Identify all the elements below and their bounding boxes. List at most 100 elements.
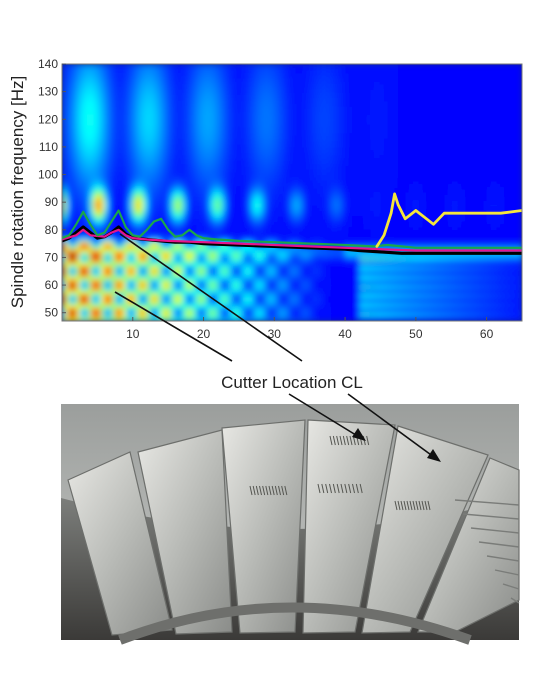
heatmap-cell xyxy=(221,119,226,123)
heatmap-cell xyxy=(129,174,134,178)
heatmap-cell xyxy=(83,130,88,134)
heatmap-cell xyxy=(97,315,102,319)
heatmap-cell xyxy=(210,144,215,148)
heatmap-cell xyxy=(108,182,113,187)
heatmap-cell xyxy=(146,215,152,220)
heatmap-cell xyxy=(154,309,159,314)
heatmap-cell xyxy=(182,171,187,176)
heatmap-cell xyxy=(79,207,84,212)
heatmap-cell xyxy=(161,80,166,84)
heatmap-cell xyxy=(108,285,113,289)
heatmap-cell xyxy=(161,301,166,306)
heatmap-cell xyxy=(224,279,229,283)
heatmap-cell xyxy=(122,207,127,212)
heatmap-cell xyxy=(238,290,244,294)
heatmap-cell xyxy=(125,254,130,259)
heatmap-cell xyxy=(161,124,166,129)
heatmap-cell xyxy=(90,260,95,264)
heatmap-cell xyxy=(65,108,70,112)
heatmap-cell xyxy=(175,246,180,250)
heatmap-cell xyxy=(129,204,134,209)
heatmap-cell xyxy=(178,287,183,292)
heatmap-cell xyxy=(228,213,233,217)
heatmap-cell xyxy=(118,94,123,98)
heatmap-cell xyxy=(196,135,201,140)
heatmap-cell xyxy=(164,274,169,278)
heatmap-cell xyxy=(224,83,229,87)
heatmap-cell xyxy=(182,301,187,306)
heatmap-cell xyxy=(111,296,116,300)
heatmap-cell xyxy=(178,157,183,162)
heatmap-cell xyxy=(217,152,222,156)
heatmap-cell xyxy=(235,224,240,228)
heatmap-cell xyxy=(139,157,144,162)
heatmap-cell xyxy=(97,169,102,173)
heatmap-cell xyxy=(207,199,212,203)
heatmap-cell xyxy=(100,149,106,154)
heatmap-cell xyxy=(76,141,81,145)
heatmap-cell xyxy=(111,160,116,165)
heatmap-cell xyxy=(97,287,102,292)
heatmap-cell xyxy=(238,251,244,256)
heatmap-cell xyxy=(86,127,91,131)
heatmap-cell xyxy=(97,318,102,321)
heatmap-cell xyxy=(182,77,187,82)
heatmap-cell xyxy=(90,307,95,311)
heatmap-cell xyxy=(100,260,106,264)
heatmap-cell xyxy=(150,229,155,234)
heatmap-cell xyxy=(221,191,226,195)
heatmap-cell xyxy=(139,301,144,306)
heatmap-cell xyxy=(168,193,173,198)
heatmap-cell xyxy=(235,171,240,176)
heatmap-cell xyxy=(136,243,141,247)
heatmap-cell xyxy=(65,298,70,303)
heatmap-cell xyxy=(185,127,190,131)
heatmap-cell xyxy=(171,80,176,84)
heatmap-cell xyxy=(150,160,155,165)
heatmap-cell xyxy=(242,193,247,198)
heatmap-cell xyxy=(228,199,233,203)
heatmap-cell xyxy=(125,83,130,87)
heatmap-cell xyxy=(90,238,95,242)
heatmap-cell xyxy=(129,122,134,126)
heatmap-cell xyxy=(90,171,95,176)
heatmap-cell xyxy=(129,149,134,154)
heatmap-cell xyxy=(185,238,190,242)
heatmap-cell xyxy=(210,157,215,162)
heatmap-cell xyxy=(146,260,152,264)
heatmap-cell xyxy=(221,290,226,294)
heatmap-cell xyxy=(79,166,84,170)
heatmap-cell xyxy=(168,307,173,311)
heatmap-cell xyxy=(90,163,95,167)
heatmap-cell xyxy=(231,69,236,73)
heatmap-cell xyxy=(150,105,155,109)
heatmap-cell xyxy=(238,224,244,228)
heatmap-cell xyxy=(242,199,247,203)
heatmap-cell xyxy=(76,282,81,286)
heatmap-cell xyxy=(231,274,236,278)
heatmap-cell xyxy=(129,213,134,217)
heatmap-cell xyxy=(90,72,95,76)
heatmap-cell xyxy=(224,88,229,93)
heatmap-cell xyxy=(242,188,247,192)
heatmap-cell xyxy=(235,88,240,93)
heatmap-cell xyxy=(104,199,109,203)
heatmap-cell xyxy=(171,75,176,79)
heatmap-cell xyxy=(129,69,134,73)
heatmap-cell xyxy=(100,155,106,159)
heatmap-cell xyxy=(164,210,169,214)
heatmap-cell xyxy=(65,133,70,137)
heatmap-cell xyxy=(192,287,198,292)
heatmap-cell xyxy=(171,124,176,129)
heatmap-cell xyxy=(221,204,226,209)
heatmap-cell xyxy=(65,307,70,311)
heatmap-cell xyxy=(111,119,116,123)
heatmap-cell xyxy=(97,127,102,131)
heatmap-cell xyxy=(86,169,91,173)
heatmap-cell xyxy=(129,274,134,278)
heatmap-cell xyxy=(168,122,173,126)
heatmap-cell xyxy=(154,91,159,95)
heatmap-cell xyxy=(161,138,166,142)
heatmap-cell xyxy=(185,185,190,189)
heatmap-cell xyxy=(129,218,134,223)
